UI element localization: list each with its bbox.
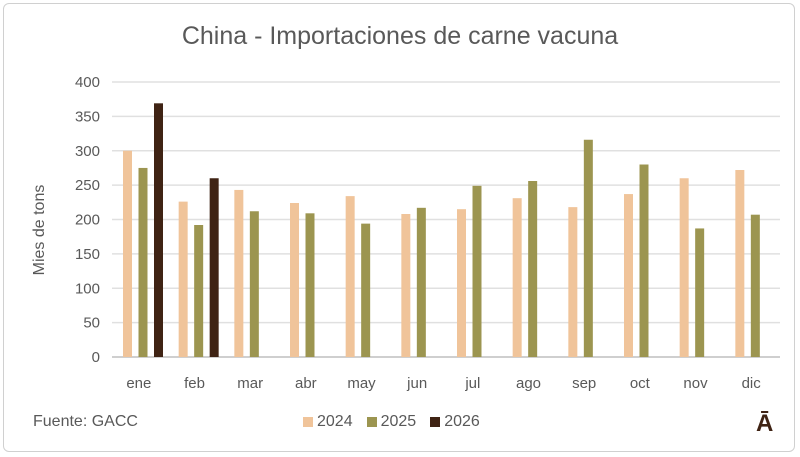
y-tick-label: 350 [75, 108, 100, 125]
bar-2025-ene [138, 167, 148, 357]
x-tick-label: nov [683, 375, 708, 392]
y-tick-label: 400 [75, 74, 100, 91]
bar-2025-dic [750, 214, 760, 357]
source-note: Fuente: GACC [33, 413, 138, 430]
bar-2024-mar [234, 189, 244, 357]
bar-2024-sep [568, 207, 578, 357]
x-tick-label: abr [295, 375, 317, 392]
bar-2024-oct [624, 194, 633, 357]
bar-2026-ene [154, 103, 163, 357]
chart-title: China - Importaciones de carne vacuna [181, 22, 619, 50]
bar-2024-may [345, 196, 355, 357]
y-tick-label: 50 [83, 315, 100, 332]
x-tick-label: sep [572, 375, 596, 392]
legend-item-2025: 2025 [366, 413, 417, 431]
bar-2026-feb [209, 178, 219, 357]
bar-2025-nov [695, 228, 705, 357]
bar-2025-sep [583, 139, 593, 357]
legend-label: 2026 [444, 413, 480, 430]
x-tick-label: oct [630, 375, 651, 392]
x-tick-label: ene [126, 375, 151, 392]
bar-2025-feb [194, 225, 204, 357]
bar-2024-feb [178, 201, 188, 357]
bar-2025-may [361, 223, 371, 357]
bar-2025-abr [305, 213, 315, 357]
legend-swatch [366, 417, 377, 427]
x-tick-label: ago [516, 375, 541, 392]
y-tick-label: 150 [75, 246, 100, 263]
bar-2025-oct [639, 164, 649, 357]
bar-2025-jul [472, 185, 482, 357]
bar-2024-ene [123, 150, 132, 357]
legend-swatch [430, 417, 441, 427]
legend-item-2024: 2024 [303, 413, 353, 431]
bar-2024-abr [290, 203, 299, 357]
bar-2024-jun [401, 214, 411, 357]
x-tick-label: mar [237, 375, 263, 392]
x-tick-label: jul [464, 375, 480, 392]
bar-2024-nov [679, 178, 689, 357]
y-tick-label: 0 [92, 349, 100, 366]
legend-label: 2025 [380, 413, 417, 430]
legend-swatch [303, 417, 313, 427]
chart-frame [3, 3, 795, 452]
y-tick-label: 100 [75, 280, 100, 297]
bar-2025-jun [416, 207, 426, 357]
y-tick-label: 300 [75, 143, 100, 160]
y-tick-label: 250 [75, 177, 100, 194]
bar-2025-ago [528, 181, 538, 357]
legend: 2024 2025 2026 [303, 413, 480, 431]
legend-label: 2024 [317, 413, 353, 430]
legend-item-2026: 2026 [430, 413, 480, 431]
bar-2024-ago [512, 198, 522, 357]
bar-2024-dic [735, 170, 745, 357]
bar-2024-jul [457, 209, 466, 357]
x-tick-label: may [347, 375, 376, 392]
x-tick-label: dic [742, 375, 762, 392]
bar-2025-mar [249, 211, 259, 357]
x-tick-label: jun [406, 375, 427, 392]
y-tick-label: 200 [75, 212, 100, 229]
x-tick-label: feb [184, 375, 205, 392]
logo: Ā [756, 410, 774, 437]
